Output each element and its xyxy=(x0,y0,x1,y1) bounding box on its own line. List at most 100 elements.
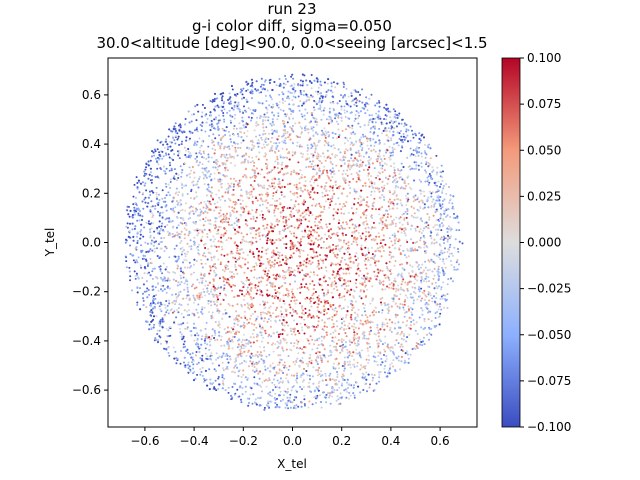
scatter-point xyxy=(124,241,127,244)
scatter-point xyxy=(343,328,346,331)
scatter-point xyxy=(169,186,172,189)
scatter-point xyxy=(312,198,315,201)
scatter-point xyxy=(155,193,158,196)
scatter-point xyxy=(390,127,393,130)
scatter-point xyxy=(317,294,320,297)
scatter-point xyxy=(229,119,232,122)
scatter-point xyxy=(269,204,272,207)
scatter-point xyxy=(172,137,175,140)
scatter-point xyxy=(419,228,422,231)
scatter-point xyxy=(142,207,145,210)
scatter-point xyxy=(412,249,415,252)
scatter-point xyxy=(403,125,405,128)
scatter-point xyxy=(384,371,386,374)
scatter-point xyxy=(234,257,237,260)
scatter-point xyxy=(272,350,275,353)
scatter-point xyxy=(293,91,296,94)
scatter-point xyxy=(244,390,247,393)
scatter-point xyxy=(246,130,249,132)
scatter-point xyxy=(248,308,251,310)
scatter-point xyxy=(374,150,377,153)
scatter-point xyxy=(284,137,287,140)
scatter-point xyxy=(269,364,272,367)
scatter-point xyxy=(376,247,379,250)
scatter-point xyxy=(329,333,332,335)
scatter-point xyxy=(321,361,323,364)
scatter-point xyxy=(427,183,430,186)
scatter-point xyxy=(143,226,146,229)
scatter-point xyxy=(345,234,347,236)
scatter-point xyxy=(194,354,197,357)
scatter-point xyxy=(331,378,334,381)
scatter-point xyxy=(178,201,181,204)
scatter-point xyxy=(357,315,359,318)
scatter-point xyxy=(290,389,293,392)
scatter-point xyxy=(344,298,346,301)
scatter-point xyxy=(296,287,299,290)
scatter-point xyxy=(134,261,137,264)
scatter-point xyxy=(269,264,272,267)
scatter-point xyxy=(177,194,180,196)
scatter-point xyxy=(436,311,439,313)
scatter-point xyxy=(323,313,326,316)
scatter-point xyxy=(441,190,444,192)
scatter-point xyxy=(276,155,279,158)
scatter-point xyxy=(400,337,403,340)
scatter-point xyxy=(198,243,200,246)
scatter-point xyxy=(139,287,141,290)
scatter-point xyxy=(389,251,391,254)
scatter-point xyxy=(208,124,211,127)
scatter-point xyxy=(290,170,293,173)
scatter-point xyxy=(189,370,192,373)
scatter-point xyxy=(381,160,384,163)
scatter-point xyxy=(239,110,241,113)
scatter-point xyxy=(367,160,370,162)
scatter-point xyxy=(393,143,395,146)
scatter-point xyxy=(300,113,303,116)
scatter-point xyxy=(369,139,372,142)
scatter-point xyxy=(359,159,362,162)
scatter-point xyxy=(222,369,225,372)
scatter-point xyxy=(174,142,177,145)
scatter-point xyxy=(411,308,414,311)
scatter-point xyxy=(270,124,273,127)
scatter-point xyxy=(376,242,379,245)
scatter-point xyxy=(208,202,210,205)
scatter-point xyxy=(347,166,350,169)
scatter-point xyxy=(416,275,419,278)
scatter-point xyxy=(344,281,347,284)
scatter-point xyxy=(401,118,404,121)
scatter-point xyxy=(191,312,194,315)
scatter-point xyxy=(249,393,252,396)
scatter-point xyxy=(316,184,319,187)
scatter-point xyxy=(414,287,417,290)
scatter-point xyxy=(381,325,384,328)
scatter-point xyxy=(250,345,253,348)
scatter-point xyxy=(214,379,217,382)
scatter-point xyxy=(400,135,403,138)
scatter-point xyxy=(355,286,358,289)
scatter-point xyxy=(378,100,380,102)
scatter-point xyxy=(437,308,440,311)
scatter-point xyxy=(353,396,356,399)
scatter-point xyxy=(333,391,335,394)
scatter-point xyxy=(350,218,353,221)
scatter-point xyxy=(360,237,363,240)
scatter-point xyxy=(224,308,227,311)
scatter-point xyxy=(287,407,290,410)
scatter-point xyxy=(431,297,434,300)
scatter-point xyxy=(133,227,136,230)
scatter-point xyxy=(400,130,402,132)
scatter-point xyxy=(371,184,373,187)
scatter-point xyxy=(290,113,292,116)
scatter-point xyxy=(446,251,449,253)
scatter-point xyxy=(149,258,152,260)
scatter-point xyxy=(271,185,274,188)
scatter-point xyxy=(251,202,254,205)
scatter-point xyxy=(156,139,159,142)
scatter-point xyxy=(405,216,408,219)
scatter-point xyxy=(344,136,347,139)
scatter-point xyxy=(441,200,444,202)
scatter-point xyxy=(325,237,328,240)
scatter-point xyxy=(151,216,154,219)
